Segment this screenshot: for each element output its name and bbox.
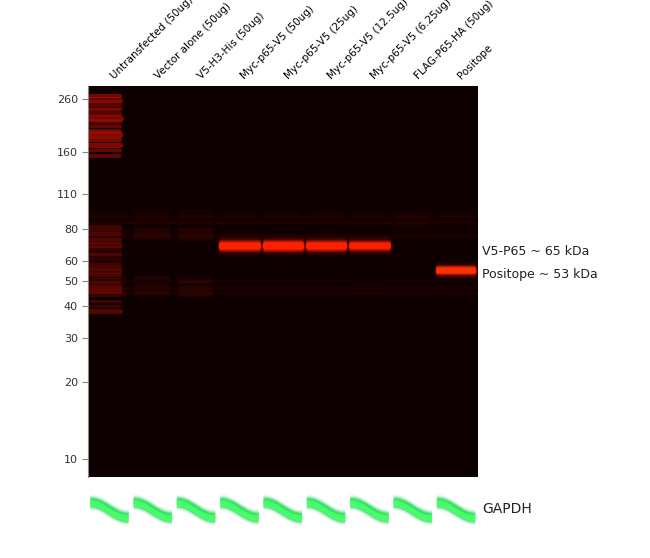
Text: Positope: Positope: [456, 42, 495, 81]
Text: Vector alone (50ug): Vector alone (50ug): [153, 1, 233, 81]
Text: Myc-p65-V5 (50ug): Myc-p65-V5 (50ug): [239, 4, 317, 81]
Text: FLAG-P65-HA (50ug): FLAG-P65-HA (50ug): [413, 0, 495, 81]
Text: GAPDH: GAPDH: [482, 502, 532, 517]
Text: Positope ~ 53 kDa: Positope ~ 53 kDa: [482, 268, 598, 281]
Text: V5-H3-His (50ug): V5-H3-His (50ug): [196, 11, 266, 81]
Text: Myc-p65-V5 (25ug): Myc-p65-V5 (25ug): [283, 4, 360, 81]
Text: V5-P65 ~ 65 kDa: V5-P65 ~ 65 kDa: [482, 246, 590, 258]
Text: Myc-p65-V5 (6.25ug): Myc-p65-V5 (6.25ug): [369, 0, 454, 81]
Text: Untransfected (50ug): Untransfected (50ug): [109, 0, 196, 81]
Text: Myc-p65-V5 (12.5ug): Myc-p65-V5 (12.5ug): [326, 0, 410, 81]
